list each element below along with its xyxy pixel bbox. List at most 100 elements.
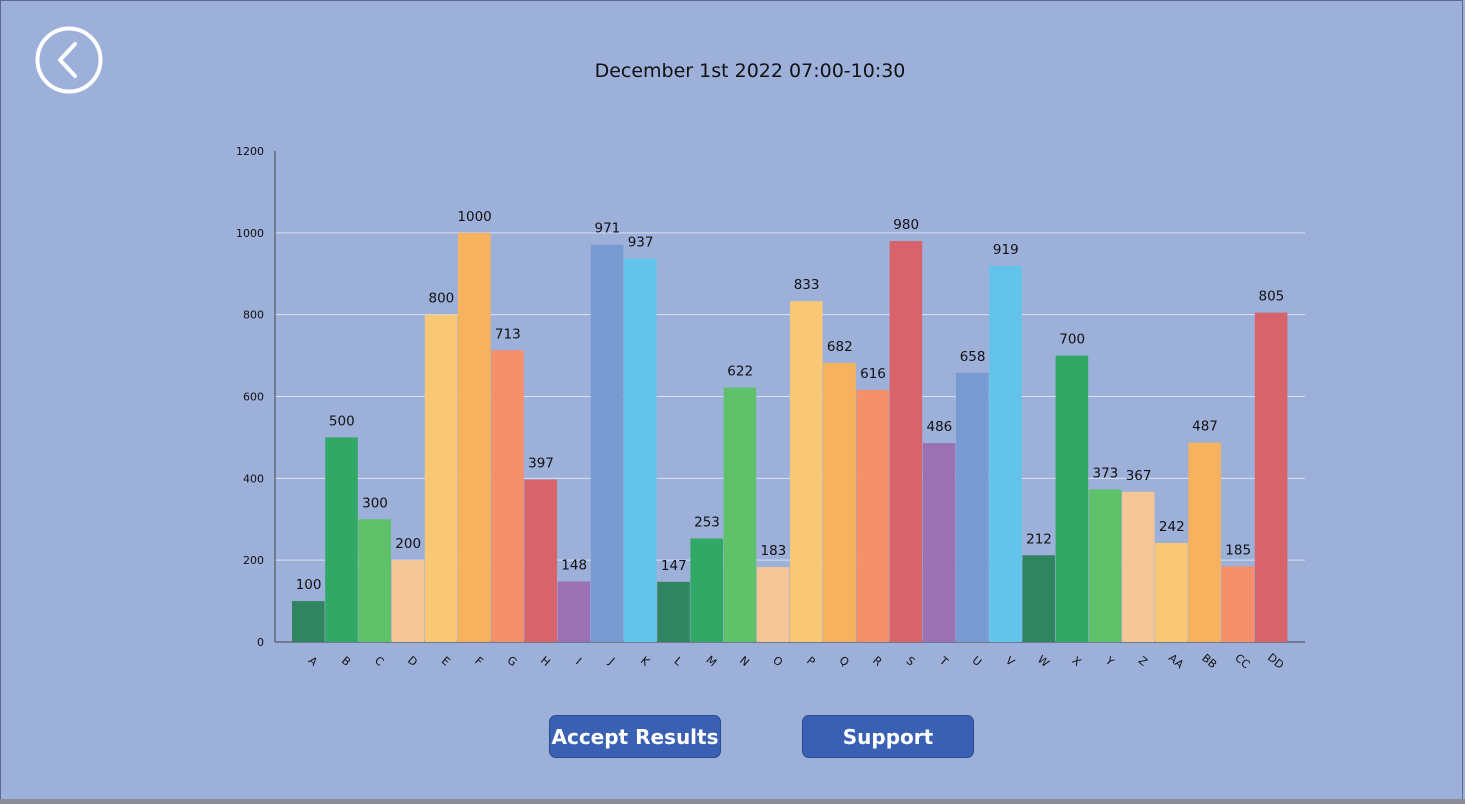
y-tick-label: 200 (243, 554, 264, 567)
y-tick-label: 600 (243, 391, 264, 404)
data-label: 713 (495, 326, 521, 342)
data-label: 367 (1126, 468, 1152, 484)
back-button[interactable] (35, 26, 103, 94)
x-tick-label: K (638, 654, 652, 669)
x-tick-label: Q (837, 654, 852, 670)
bar-cc (1221, 566, 1255, 642)
x-tick-label: O (770, 654, 785, 670)
x-tick-label: C (372, 654, 386, 669)
y-tick-label: 1000 (236, 227, 264, 240)
x-tick-label: L (672, 654, 686, 668)
bar-t (922, 443, 956, 642)
x-tick-label: Y (1102, 654, 1116, 669)
x-tick-label: BB (1199, 651, 1219, 671)
accept-results-button[interactable]: Accept Results (549, 715, 721, 758)
data-label: 212 (1026, 531, 1052, 547)
bar-d (391, 560, 425, 642)
x-tick-label: B (339, 654, 353, 669)
data-label: 1000 (457, 209, 491, 225)
x-tick-label: AA (1166, 651, 1186, 671)
x-tick-label: N (737, 654, 752, 669)
data-label: 253 (694, 514, 720, 530)
x-tick-label: T (936, 654, 950, 669)
x-tick-label: D (405, 654, 420, 669)
bar-r (856, 389, 889, 642)
x-tick-label: X (1069, 654, 1083, 669)
bar-e (424, 314, 458, 642)
data-label: 833 (794, 277, 820, 293)
bar-o (756, 567, 790, 642)
bar-b (325, 437, 358, 642)
bar-aa (1155, 542, 1188, 642)
bar-q (823, 362, 856, 642)
y-tick-label: 400 (243, 472, 264, 485)
bar-m (690, 538, 723, 642)
x-tick-label: U (970, 654, 985, 669)
bar-v (989, 265, 1022, 642)
data-label: 616 (860, 366, 886, 382)
y-tick-label: 1200 (236, 145, 264, 158)
bar-f (458, 232, 491, 643)
bar-y (1088, 489, 1122, 642)
bar-chart: 0 200 400 600 800 1000 1200 100 A 500 B 300 C 200 D 800… (236, 145, 1305, 672)
data-label: 487 (1192, 419, 1218, 435)
bar-dd (1254, 312, 1288, 642)
bottom-bar (0, 799, 1465, 804)
x-tick-label: S (904, 654, 918, 668)
bar-p (790, 301, 823, 642)
y-tick-label: 800 (243, 309, 264, 322)
data-label: 183 (761, 543, 787, 559)
y-tick-label: 0 (257, 636, 264, 649)
data-label: 373 (1093, 465, 1119, 481)
bar-a (292, 601, 325, 642)
data-label: 100 (296, 577, 322, 593)
data-label: 937 (628, 235, 654, 251)
bar-g (491, 350, 524, 642)
data-label: 242 (1159, 519, 1185, 535)
chevron-left-circle-icon (35, 26, 103, 94)
x-tick-label: CC (1232, 651, 1252, 671)
data-label: 682 (827, 339, 853, 355)
x-tick-label: W (1035, 653, 1052, 670)
x-tick-label: I (573, 655, 584, 667)
bar-s (889, 241, 923, 642)
data-label: 971 (595, 221, 621, 237)
data-label: 397 (528, 456, 554, 472)
bar-c (358, 519, 391, 642)
data-label: 700 (1059, 332, 1085, 348)
x-tick-label: P (804, 654, 818, 668)
data-label: 147 (661, 558, 687, 574)
bar-x (1055, 355, 1089, 642)
x-tick-label: G (505, 654, 520, 669)
x-tick-label: J (605, 655, 617, 668)
data-label: 622 (727, 363, 753, 379)
x-tick-label: H (538, 654, 553, 669)
x-tick-label: R (870, 654, 884, 669)
x-tick-label: DD (1265, 651, 1286, 672)
data-label: 919 (993, 242, 1019, 258)
bar-h (524, 479, 557, 642)
bar-l (657, 581, 690, 642)
data-label: 980 (893, 217, 919, 233)
x-tick-label: Z (1136, 654, 1150, 669)
data-label: 800 (429, 291, 455, 307)
bar-n (723, 387, 757, 642)
bar-z (1122, 491, 1155, 642)
x-tick-label: V (1003, 654, 1017, 669)
x-tick-label: M (703, 653, 719, 669)
data-label: 500 (329, 413, 355, 429)
bar-j (590, 244, 624, 643)
support-button[interactable]: Support (802, 715, 974, 758)
data-label: 300 (362, 495, 388, 511)
bar-i (557, 581, 591, 642)
data-label: 658 (960, 349, 986, 365)
data-label: 185 (1225, 542, 1251, 558)
x-tick-label: E (439, 654, 453, 668)
page-title: December 1st 2022 07:00-10:30 (594, 60, 906, 82)
x-tick-label: F (472, 654, 485, 668)
bar-bb (1188, 442, 1221, 642)
bar-u (956, 372, 989, 642)
bar-w (1022, 555, 1055, 642)
bar-k (624, 258, 657, 642)
